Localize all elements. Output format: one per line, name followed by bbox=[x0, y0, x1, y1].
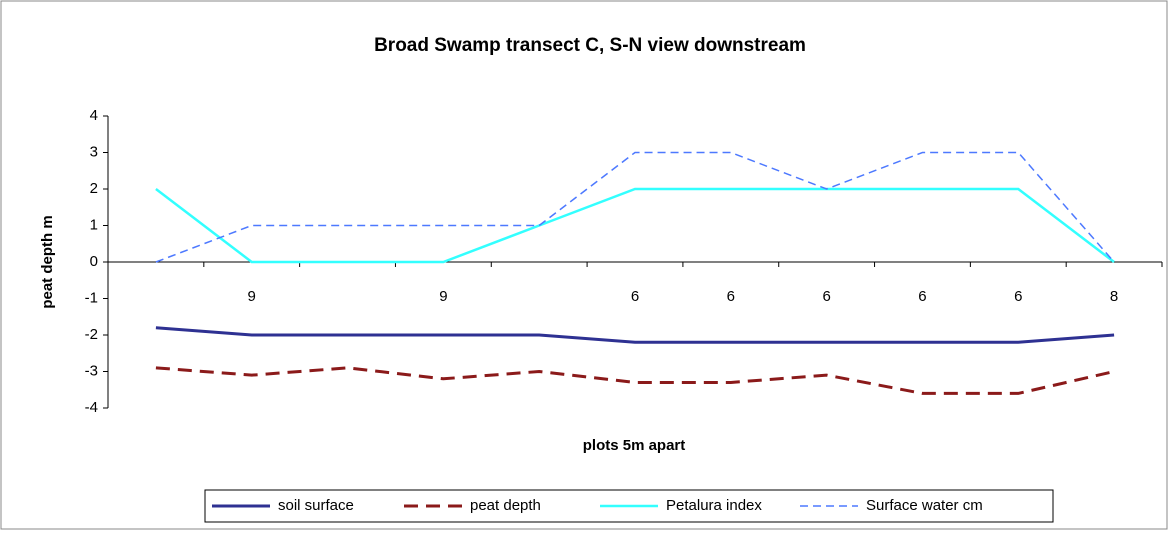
y-axis-label: peat depth m bbox=[39, 215, 56, 308]
legend-label: peat depth bbox=[470, 497, 541, 514]
chart-title: Broad Swamp transect C, S-N view downstr… bbox=[374, 35, 806, 56]
series-line bbox=[155, 366, 1115, 395]
y-tick-label: 4 bbox=[90, 107, 98, 124]
y-tick-label: 2 bbox=[90, 180, 98, 197]
x-tick-label: 6 bbox=[1014, 288, 1022, 305]
y-tick-label: 0 bbox=[90, 253, 98, 270]
x-tick-label: 9 bbox=[248, 288, 256, 305]
x-tick-label: 6 bbox=[918, 288, 926, 305]
y-tick-label: -1 bbox=[85, 289, 98, 306]
series-line bbox=[155, 326, 1115, 344]
y-tick-label: -4 bbox=[85, 399, 98, 416]
x-tick-label: 6 bbox=[631, 288, 639, 305]
y-tick-label: -3 bbox=[85, 362, 98, 379]
x-tick-label: 6 bbox=[727, 288, 735, 305]
legend-label: soil surface bbox=[278, 497, 354, 514]
y-tick-label: -2 bbox=[85, 326, 98, 343]
x-tick-label: 6 bbox=[822, 288, 830, 305]
x-tick-label: 8 bbox=[1110, 288, 1118, 305]
series-line bbox=[155, 187, 1115, 264]
x-tick-label: 9 bbox=[439, 288, 447, 305]
series-line bbox=[155, 151, 1115, 263]
y-tick-label: 3 bbox=[90, 143, 98, 160]
y-tick-label: 1 bbox=[90, 216, 98, 233]
legend-label: Surface water cm bbox=[866, 497, 983, 514]
x-axis-label: plots 5m apart bbox=[583, 437, 686, 454]
legend-label: Petalura index bbox=[666, 497, 762, 514]
